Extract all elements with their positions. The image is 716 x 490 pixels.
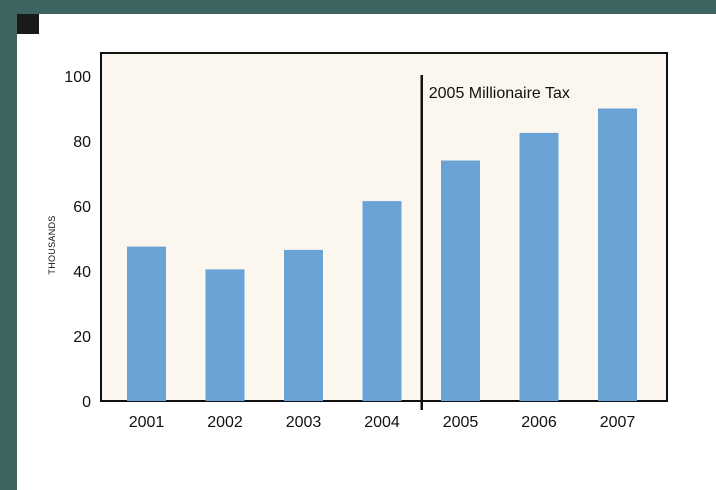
y-tick-label: 60 [73, 199, 91, 216]
bar-2007 [598, 108, 637, 401]
bar-2005 [441, 160, 480, 401]
annotation-label: 2005 Millionaire Tax [429, 85, 570, 102]
y-axis-label: THOUSANDS [47, 215, 57, 274]
bar-2004 [362, 201, 402, 401]
y-tick-label: 100 [64, 69, 91, 86]
bar-2003 [284, 249, 323, 401]
x-tick-label: 2002 [207, 414, 243, 431]
bar-2002 [205, 269, 245, 401]
x-tick-label: 2005 [443, 414, 479, 431]
bar-2006 [519, 132, 559, 401]
y-tick-label: 20 [73, 329, 91, 346]
x-tick-label: 2001 [129, 414, 165, 431]
y-tick-label: 0 [82, 394, 91, 411]
x-tick-label: 2006 [521, 414, 557, 431]
bar-2001 [127, 246, 166, 401]
y-tick-label: 40 [73, 264, 91, 281]
corner-marker [17, 14, 39, 34]
x-tick-label: 2003 [286, 414, 322, 431]
x-tick-label: 2004 [364, 414, 400, 431]
x-tick-label: 2007 [600, 414, 636, 431]
y-tick-label: 80 [73, 134, 91, 151]
